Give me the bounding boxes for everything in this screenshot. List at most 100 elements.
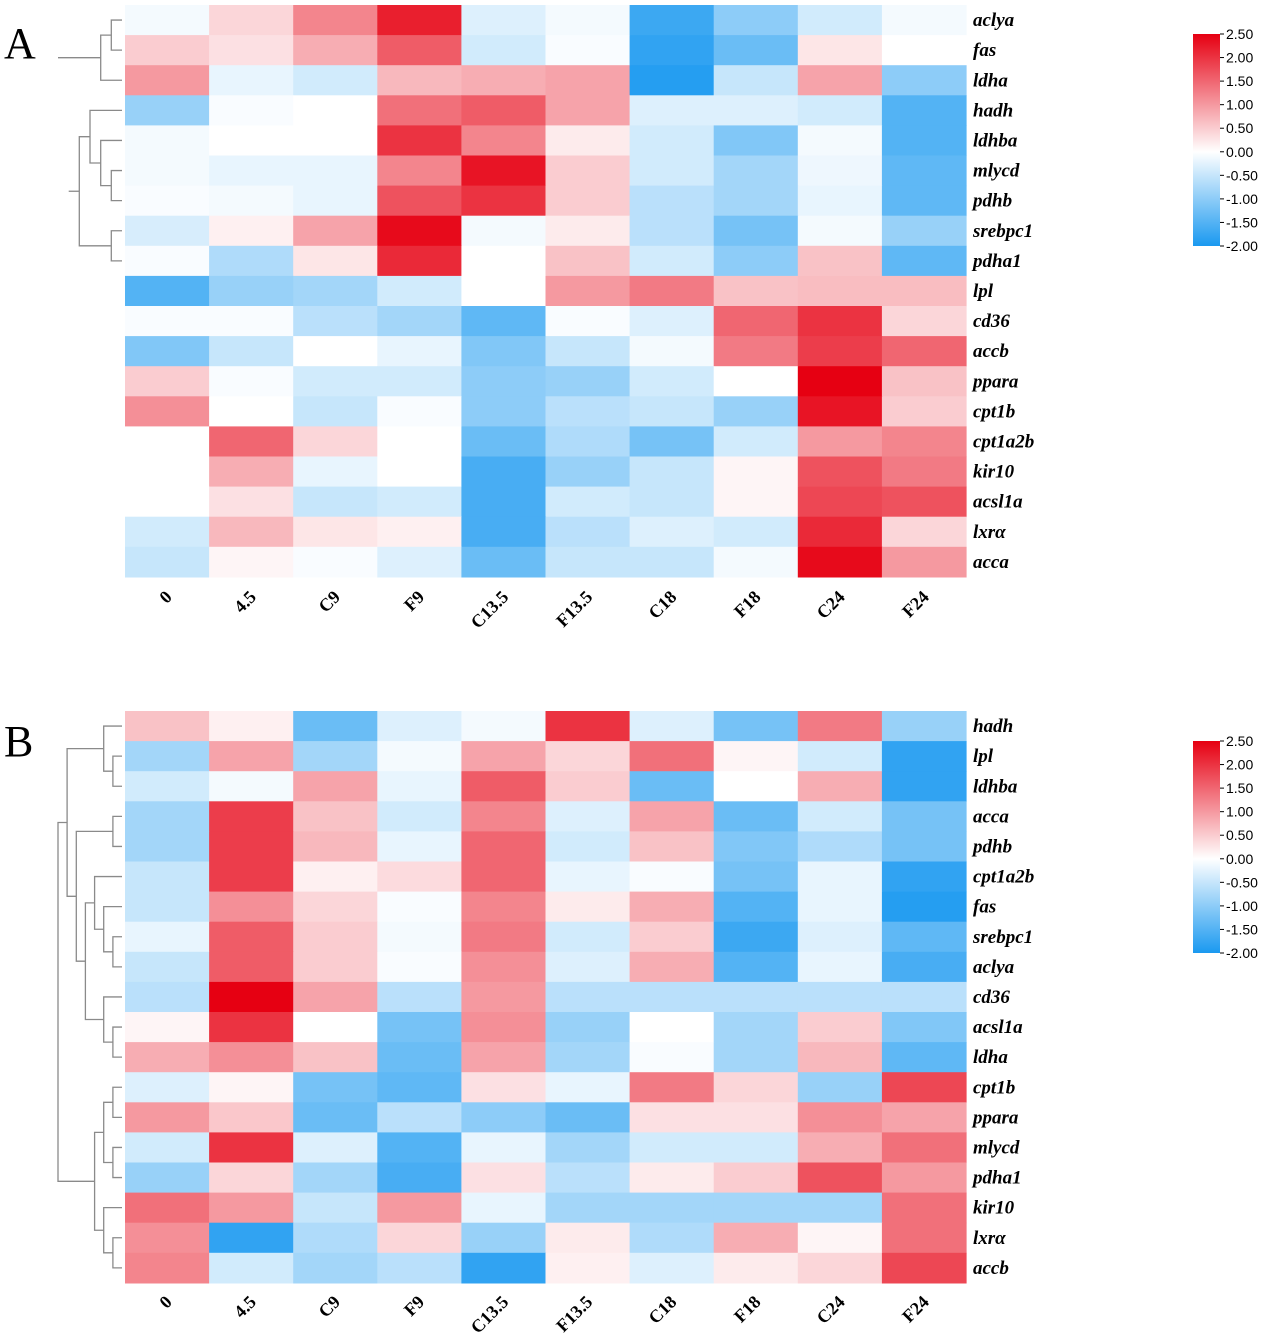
heatmap-cell	[209, 1042, 294, 1073]
heatmap-cell	[209, 831, 294, 863]
heatmap-cell	[461, 771, 547, 802]
heatmap-cell	[545, 1042, 631, 1073]
heatmap-cell	[545, 426, 631, 458]
heatmap-cell	[377, 801, 462, 832]
heatmap-cell	[209, 336, 294, 367]
heatmap-cell	[629, 1222, 715, 1254]
heatmap-cell	[629, 426, 715, 458]
heatmap-cell	[881, 456, 967, 488]
heatmap-cell	[125, 245, 210, 277]
heatmap-cell	[545, 366, 631, 397]
heatmap-cell	[209, 306, 294, 337]
column-label: C9	[314, 1292, 344, 1322]
heatmap-cell	[629, 1162, 715, 1194]
heatmap-cell	[293, 65, 378, 96]
heatmap-cell	[377, 1042, 462, 1073]
heatmap-cell	[629, 125, 715, 157]
heatmap-cell	[545, 396, 631, 427]
heatmap-cell	[713, 215, 799, 247]
heatmap-cell	[881, 1072, 967, 1103]
heatmap-cell	[377, 1192, 462, 1224]
heatmap-cell	[209, 741, 294, 772]
heatmap-cell	[629, 486, 715, 518]
row-label: lxrα	[973, 522, 1006, 543]
heatmap-cell	[125, 35, 210, 66]
column-label: C13.5	[467, 587, 513, 633]
heatmap-cell	[629, 456, 715, 488]
heatmap-cell	[629, 215, 715, 247]
heatmap-cell	[629, 185, 715, 217]
colorbar-tick-label: 2.00	[1226, 50, 1253, 66]
heatmap-cell	[713, 426, 799, 458]
heatmap-cell	[713, 771, 799, 802]
heatmap-cell	[797, 396, 883, 427]
heatmap-cell	[209, 711, 294, 742]
heatmap-cell	[209, 456, 294, 488]
colorbar-tick-label: 0.00	[1226, 851, 1253, 867]
heatmap-cell	[629, 275, 715, 307]
heatmap-cell	[461, 426, 547, 458]
heatmap-cell	[209, 125, 294, 157]
heatmap-cell	[377, 981, 462, 1013]
heatmap-cell	[209, 981, 294, 1013]
heatmap-cell	[629, 1102, 715, 1133]
heatmap-cell	[797, 275, 883, 307]
row-label: accb	[973, 341, 1009, 362]
heatmap-cell	[545, 1012, 631, 1043]
heatmap-cell	[293, 185, 378, 217]
row-label: cpt1b	[973, 401, 1015, 422]
heatmap-cell	[545, 741, 631, 772]
heatmap-cell	[209, 215, 294, 247]
column-label: 0	[155, 1292, 176, 1313]
heatmap-cell	[545, 546, 631, 578]
row-label: pdhb	[971, 836, 1012, 857]
heatmap-cell	[209, 155, 294, 187]
heatmap-cell	[545, 1252, 631, 1284]
colorbar-tick-label: 0.00	[1226, 144, 1253, 160]
heatmap-cell	[545, 861, 631, 893]
colorbar-tick-label: 2.50	[1226, 733, 1253, 749]
heatmap-cell	[545, 185, 631, 217]
heatmap-cell	[881, 486, 967, 518]
column-label: C18	[644, 1292, 680, 1328]
heatmap-cell	[797, 831, 883, 863]
heatmap-cell	[629, 1072, 715, 1103]
heatmap-cell	[209, 95, 294, 126]
heatmap-cell	[629, 801, 715, 832]
heatmap-cell	[125, 921, 210, 953]
heatmap-cell	[713, 65, 799, 96]
heatmap-cell	[881, 95, 967, 126]
heatmap-cell	[545, 5, 631, 36]
heatmap-cell	[461, 1252, 547, 1284]
colorbar-tick-label: -2.00	[1226, 945, 1258, 961]
heatmap-cell	[293, 125, 378, 157]
heatmap-cell	[125, 891, 210, 923]
row-label: ldhba	[973, 776, 1018, 797]
row-label: pdha1	[971, 1168, 1022, 1189]
heatmap-cell	[629, 1192, 715, 1224]
heatmap-cell	[293, 831, 378, 863]
heatmap-cell	[377, 861, 462, 893]
heatmap-cell	[209, 486, 294, 518]
heatmap-cell	[377, 951, 462, 983]
heatmap-cell	[881, 711, 967, 742]
heatmap-cell	[629, 306, 715, 337]
row-label: acsl1a	[973, 1017, 1023, 1038]
heatmap-cell	[881, 801, 967, 832]
column-label: F24	[898, 587, 933, 622]
heatmap-cell	[293, 245, 378, 277]
heatmap-cell	[125, 861, 210, 893]
row-label: ldhba	[973, 130, 1018, 151]
heatmap-cell	[713, 861, 799, 893]
heatmap-cell	[125, 366, 210, 397]
heatmap-cell	[797, 546, 883, 578]
heatmap-cell	[461, 366, 547, 397]
column-label: C24	[813, 587, 849, 623]
colorbar: 2.50 2.00 1.50 1.00 0.50 0.00 -0.50 -1.00 -1.50 -…	[1193, 733, 1258, 961]
heatmap-cell	[209, 546, 294, 578]
row-label: aclya	[973, 957, 1015, 978]
heatmap-cell	[881, 546, 967, 578]
heatmap-cell	[713, 951, 799, 983]
heatmap-cell	[545, 981, 631, 1013]
